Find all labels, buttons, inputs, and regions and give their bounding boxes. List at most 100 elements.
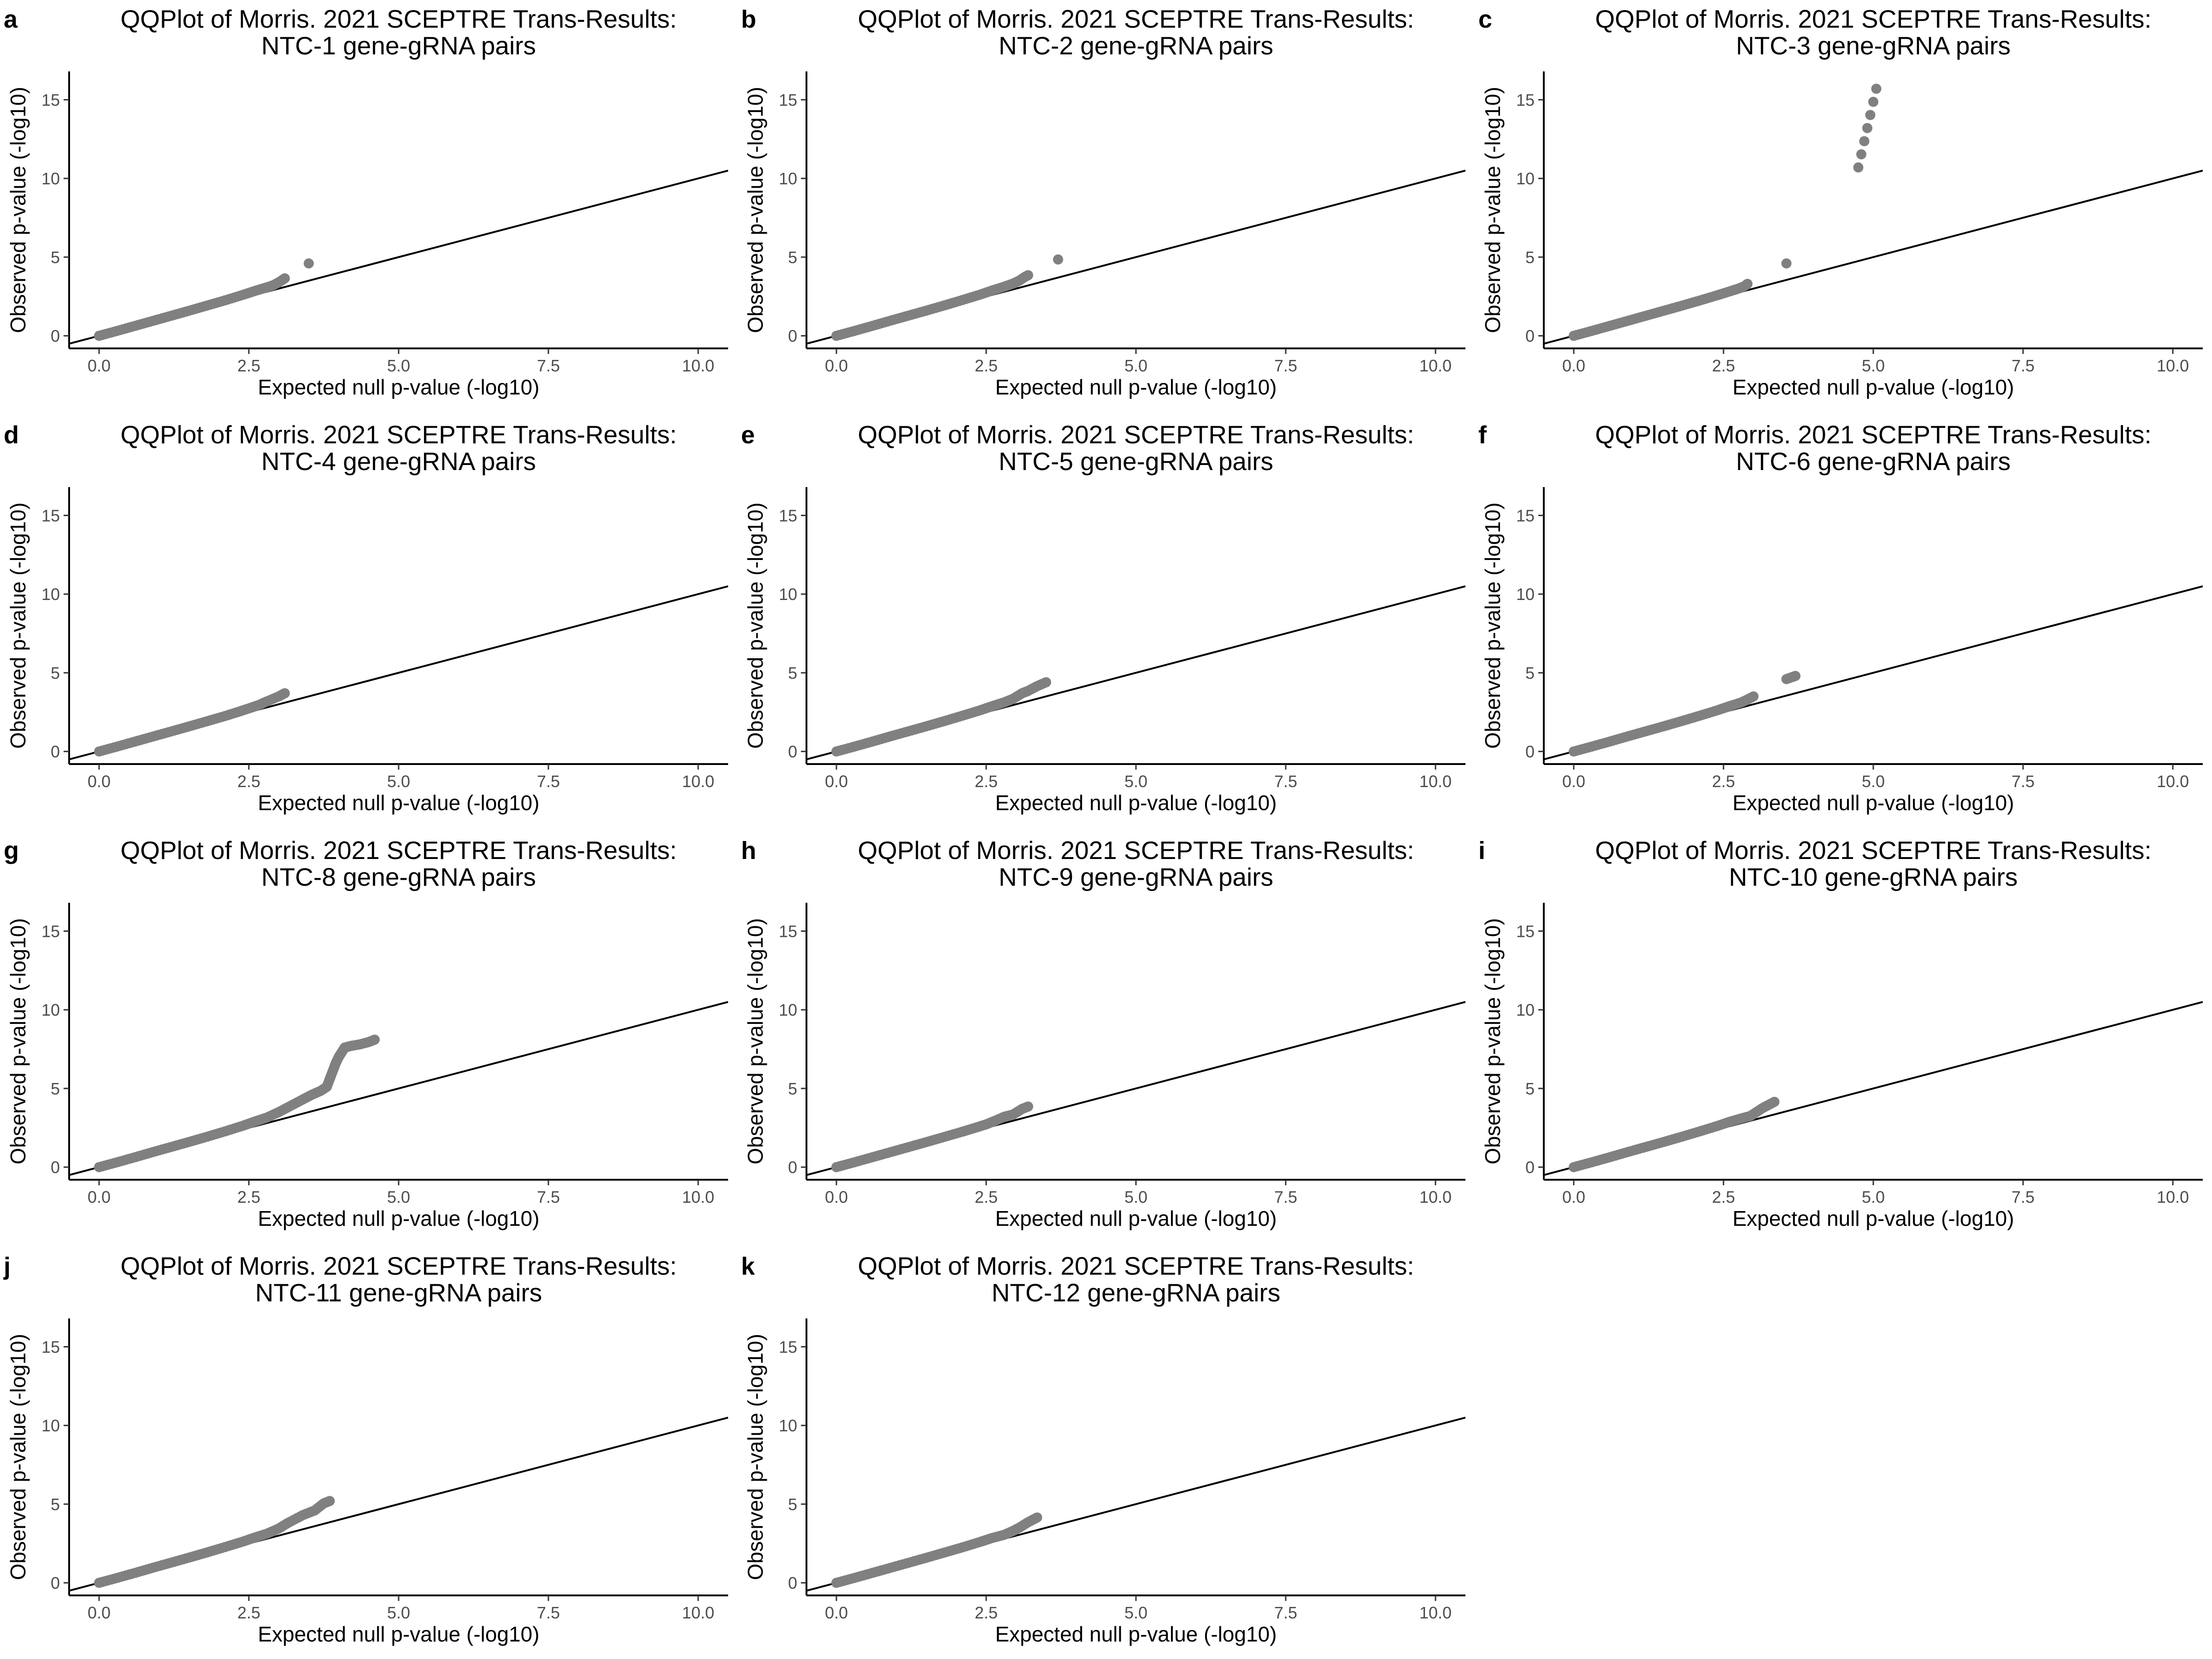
x-tick-label: 10.0	[1419, 772, 1452, 791]
qq-point	[1790, 671, 1800, 681]
x-tick-label: 5.0	[1862, 356, 1885, 375]
qqplot-panel-a: a QQPlot of Morris. 2021 SCEPTRE Trans-Re…	[4, 5, 728, 399]
qqplot-panel-j: j QQPlot of Morris. 2021 SCEPTRE Trans-Re…	[3, 1252, 728, 1646]
panel-title-line2: NTC-9 gene-gRNA pairs	[999, 863, 1273, 891]
x-tick-label: 0.0	[825, 772, 848, 791]
panel-letter: b	[741, 6, 756, 33]
y-tick-label: 0	[51, 327, 60, 346]
y-axis-title: Observed p-value (-log10)	[1481, 502, 1505, 748]
y-tick-label: 0	[51, 742, 60, 761]
panel-letter: h	[741, 837, 756, 865]
x-tick-label: 5.0	[387, 772, 410, 791]
qqplot-panel-b: b QQPlot of Morris. 2021 SCEPTRE Trans-Re…	[741, 5, 1465, 399]
qq-point	[1865, 110, 1876, 120]
y-tick-label: 10	[41, 1000, 60, 1019]
y-tick-label: 5	[51, 664, 60, 682]
x-tick-label: 10.0	[682, 772, 714, 791]
x-tick-label: 2.5	[975, 1188, 998, 1206]
y-tick-label: 0	[788, 1158, 797, 1177]
qq-points	[1569, 671, 1800, 757]
x-tick-label: 5.0	[387, 1188, 410, 1206]
y-tick-label: 10	[1516, 169, 1535, 188]
y-tick-label: 15	[41, 1337, 60, 1356]
panel-title-line1: QQPlot of Morris. 2021 SCEPTRE Trans-Res…	[858, 5, 1414, 33]
y-tick-label: 10	[41, 1416, 60, 1435]
x-axis-title: Expected null p-value (-log10)	[995, 1206, 1277, 1230]
panel-letter: k	[741, 1253, 755, 1280]
y-tick-label: 15	[779, 90, 797, 109]
panel-title-line2: NTC-1 gene-gRNA pairs	[261, 31, 536, 60]
qq-point	[280, 273, 290, 284]
qqplot-panel-d: d QQPlot of Morris. 2021 SCEPTRE Trans-Re…	[4, 420, 728, 815]
x-tick-label: 2.5	[237, 1603, 260, 1622]
qq-points	[831, 677, 1051, 757]
qq-points	[1569, 1096, 1780, 1172]
qq-point	[1742, 278, 1753, 289]
qq-point	[1868, 97, 1878, 107]
qq-point	[1748, 691, 1759, 702]
x-axis-title: Expected null p-value (-log10)	[258, 1206, 539, 1230]
qq-point	[1871, 83, 1882, 94]
x-tick-label: 10.0	[2157, 1188, 2189, 1206]
qq-point	[1053, 254, 1063, 265]
x-tick-label: 10.0	[1419, 1603, 1452, 1622]
qqplot-panel-g: g QQPlot of Morris. 2021 SCEPTRE Trans-Re…	[4, 836, 728, 1230]
panel-title-line1: QQPlot of Morris. 2021 SCEPTRE Trans-Res…	[120, 1252, 677, 1280]
y-tick-label: 0	[788, 742, 797, 761]
panel-title-line1: QQPlot of Morris. 2021 SCEPTRE Trans-Res…	[1595, 5, 2151, 33]
qq-point	[1032, 1512, 1042, 1523]
y-tick-label: 15	[41, 90, 60, 109]
qqplot-panel-i: i QQPlot of Morris. 2021 SCEPTRE Trans-Re…	[1478, 836, 2203, 1230]
panel-title-line2: NTC-10 gene-gRNA pairs	[1729, 863, 2018, 891]
qq-point	[1781, 258, 1792, 269]
y-tick-label: 10	[779, 585, 797, 604]
panel-title-line1: QQPlot of Morris. 2021 SCEPTRE Trans-Res…	[858, 836, 1414, 865]
x-tick-label: 10.0	[682, 356, 714, 375]
y-axis-title: Observed p-value (-log10)	[1481, 87, 1505, 333]
y-tick-label: 0	[788, 327, 797, 346]
x-axis-title: Expected null p-value (-log10)	[258, 375, 539, 399]
qqplot-panel-c: c QQPlot of Morris. 2021 SCEPTRE Trans-Re…	[1478, 5, 2203, 399]
panel-letter: f	[1478, 421, 1487, 449]
qq-point	[1862, 123, 1872, 133]
qq-points	[831, 1101, 1033, 1172]
y-tick-label: 0	[1525, 742, 1535, 761]
y-tick-label: 0	[788, 1574, 797, 1593]
x-axis-title: Expected null p-value (-log10)	[995, 791, 1277, 815]
x-axis-title: Expected null p-value (-log10)	[1732, 375, 2014, 399]
x-axis-title: Expected null p-value (-log10)	[1732, 791, 2014, 815]
qq-point	[1856, 149, 1866, 159]
y-tick-label: 15	[1516, 90, 1535, 109]
qqplot-panel-k: k QQPlot of Morris. 2021 SCEPTRE Trans-Re…	[741, 1252, 1465, 1646]
y-tick-label: 10	[1516, 1000, 1535, 1019]
qq-point	[1769, 1096, 1780, 1107]
x-tick-label: 0.0	[825, 1603, 848, 1622]
x-tick-label: 7.5	[1274, 1188, 1297, 1206]
x-tick-label: 2.5	[975, 1603, 998, 1622]
x-tick-label: 10.0	[1419, 1188, 1452, 1206]
qq-points	[831, 1512, 1042, 1588]
panel-title-line1: QQPlot of Morris. 2021 SCEPTRE Trans-Res…	[1595, 420, 2151, 449]
x-tick-label: 5.0	[1124, 356, 1147, 375]
y-tick-label: 5	[51, 248, 60, 267]
y-axis-title: Observed p-value (-log10)	[743, 87, 767, 333]
y-tick-label: 15	[779, 506, 797, 525]
y-tick-label: 0	[1525, 1158, 1535, 1177]
x-tick-label: 7.5	[537, 1188, 560, 1206]
x-tick-label: 10.0	[1419, 356, 1452, 375]
y-tick-label: 10	[41, 585, 60, 604]
y-tick-label: 10	[1516, 585, 1535, 604]
qq-point	[324, 1496, 335, 1506]
x-tick-label: 10.0	[682, 1188, 714, 1206]
x-tick-label: 10.0	[2157, 356, 2189, 375]
x-tick-label: 2.5	[1712, 772, 1735, 791]
qq-point	[1041, 677, 1051, 688]
panel-letter: a	[4, 6, 18, 33]
qq-points	[831, 254, 1063, 341]
panel-title-line2: NTC-4 gene-gRNA pairs	[261, 447, 536, 476]
x-tick-label: 7.5	[537, 1603, 560, 1622]
qq-point	[1853, 162, 1864, 173]
x-tick-label: 7.5	[537, 356, 560, 375]
y-tick-label: 0	[51, 1574, 60, 1593]
panel-title-line1: QQPlot of Morris. 2021 SCEPTRE Trans-Res…	[858, 420, 1414, 449]
